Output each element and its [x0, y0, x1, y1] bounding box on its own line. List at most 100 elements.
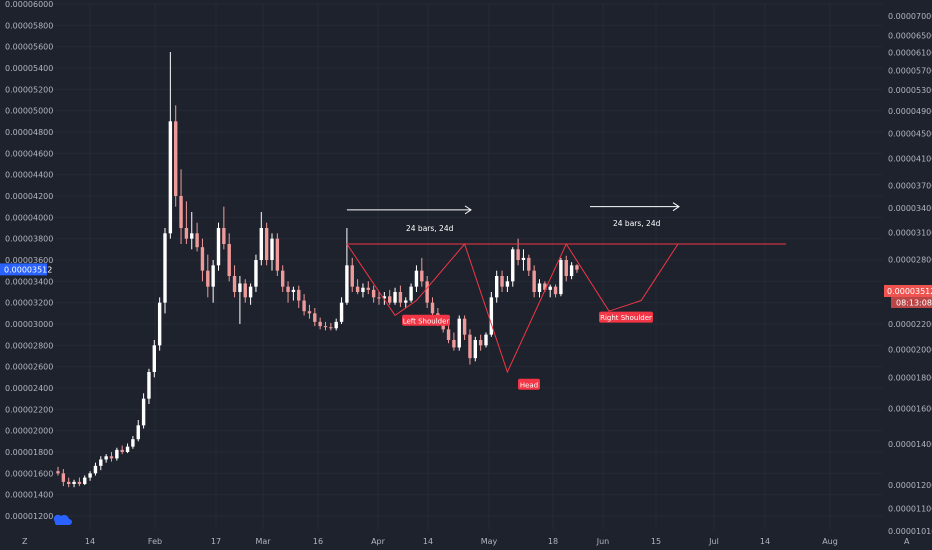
right-price-tick: 0.00003400 [888, 204, 932, 213]
head-label[interactable]: Head [518, 378, 540, 390]
pattern-zigzag[interactable] [346, 242, 679, 374]
right-price-tick: 0.00003700 [888, 182, 932, 191]
candle [350, 257, 354, 292]
grid [50, 3, 882, 530]
candle [109, 452, 114, 462]
left-shoulder-label[interactable]: Left Shoulder [402, 314, 450, 326]
candle [259, 212, 263, 266]
candle [99, 456, 103, 471]
right-price-axis[interactable]: 0.00001010 0.00001100 0.00001200 0.00001400… [888, 12, 932, 536]
candle [537, 279, 542, 298]
candle [553, 284, 558, 298]
candle [297, 285, 301, 308]
candle [190, 212, 194, 250]
candle [527, 254, 531, 276]
time-axis[interactable]: 14 Feb 17 Mar 16 Apr 14 May 18 Jun 15 Jul 14 Aug [85, 537, 838, 546]
candle [238, 276, 242, 324]
candle [495, 270, 499, 303]
left-price-axis[interactable]: 0.00001200 0.00001400 0.00001600 0.00001800… [5, 0, 53, 521]
left-price-tick: 0.00005600 [5, 43, 53, 52]
candle [131, 436, 135, 449]
candle [163, 228, 167, 314]
candle [409, 283, 413, 303]
time-tick: 14 [760, 537, 770, 546]
candle [232, 265, 237, 298]
time-tick: 16 [313, 537, 323, 546]
candle [468, 329, 472, 365]
candle [227, 233, 231, 282]
candle [484, 332, 488, 348]
left-price-tick: 0.00003800 [5, 235, 53, 244]
candle [452, 332, 456, 351]
candle [516, 238, 520, 266]
time-tick: May [481, 537, 498, 546]
right-price-tick: 0.00001100 [888, 504, 932, 513]
time-tick: Mar [255, 537, 271, 546]
left-price-tick: 0.00004800 [5, 128, 53, 137]
candle [56, 466, 60, 476]
candle [323, 321, 328, 331]
candle [366, 281, 370, 295]
candle [318, 317, 322, 330]
candle [382, 292, 387, 305]
range-arrow-1[interactable] [346, 205, 472, 215]
left-price-tick: 0.00006000 [5, 0, 53, 9]
left-price-tick: 0.00002600 [5, 363, 53, 372]
range-label-1: 24 bars, 24d [406, 224, 454, 233]
candles [56, 52, 579, 488]
candle [152, 340, 156, 378]
candle [72, 479, 76, 488]
candle [275, 233, 280, 276]
candle [67, 477, 71, 488]
range-arrow-2[interactable] [590, 202, 680, 212]
time-tick: Jun [596, 537, 610, 546]
candle [136, 420, 140, 442]
right-price-tick: 0.00001800 [888, 373, 932, 382]
candle [243, 279, 247, 303]
candle [83, 475, 87, 486]
head-and-shoulders-pattern[interactable]: 24 bars, 24d 24 bars, 24d Left Shoulder … [346, 202, 786, 390]
tradingview-logo[interactable] [53, 514, 72, 525]
corner-right-label[interactable]: A [904, 537, 910, 546]
candle [211, 260, 215, 303]
time-tick: 18 [548, 537, 558, 546]
head-text: Head [520, 381, 538, 389]
right-price-tick: 0.00005700 [888, 67, 932, 76]
candle [104, 454, 108, 463]
right-price-tick: 0.00006500 [888, 32, 932, 41]
left-price-tick: 0.00005400 [5, 64, 53, 73]
right-shoulder-label[interactable]: Right Shoulder [599, 311, 653, 323]
candle [334, 318, 338, 331]
candle [339, 297, 344, 324]
current-price-badge-left: 0.00003512 [0, 263, 52, 276]
candle [575, 264, 579, 273]
candle [329, 322, 333, 331]
candle [457, 315, 461, 351]
candle [281, 265, 285, 292]
candle [120, 445, 124, 455]
candle [168, 52, 173, 239]
candle [222, 206, 226, 250]
left-price-tick: 0.00001200 [5, 512, 53, 521]
candle [345, 228, 349, 305]
candle [564, 255, 568, 282]
candle [361, 283, 365, 298]
candle [307, 304, 312, 319]
candle [302, 294, 306, 316]
time-tick: Jul [708, 537, 719, 546]
right-price-tick: 0.00002800 [888, 256, 932, 265]
candle [559, 257, 563, 297]
right-price-tick: 0.00004100 [888, 154, 932, 163]
candle [200, 238, 205, 282]
candle [371, 285, 376, 303]
right-price-tick: 0.00004500 [888, 130, 932, 139]
right-shoulder-text: Right Shoulder [600, 314, 652, 322]
candle [195, 222, 199, 252]
candle [216, 222, 221, 271]
left-price-tick: 0.00002800 [5, 341, 53, 350]
corner-left-label[interactable]: Z [22, 537, 28, 546]
candle [291, 286, 296, 301]
candle [270, 233, 274, 271]
